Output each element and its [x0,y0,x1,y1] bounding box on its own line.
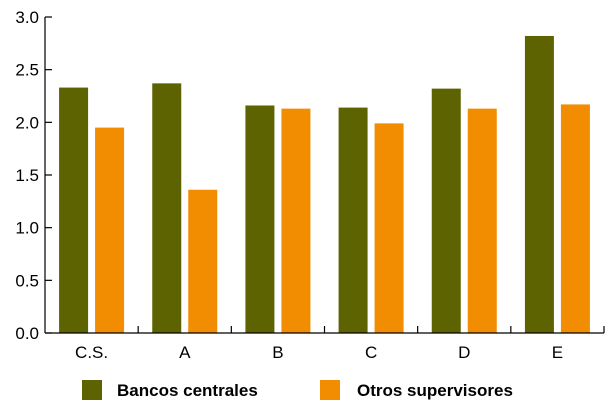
legend-swatch [82,380,102,400]
x-tick-label: C [365,343,377,362]
x-tick-label: E [552,343,563,362]
ticks: 0.0 0.5 1.0 1.5 2.0 2.5 3.0 C.S. A B C D E [15,8,605,362]
y-tick-label: 2.5 [15,61,39,80]
bar-bancos-centrales [524,35,554,334]
legend: Bancos centrales Otros supervisores [82,380,513,400]
bar-otros-supervisores [188,189,218,333]
bar-otros-supervisores [374,123,404,334]
legend-label: Otros supervisores [357,381,513,400]
y-tick-label: 3.0 [15,8,39,27]
bar-bancos-centrales [431,88,461,333]
bar-bancos-centrales [245,105,275,333]
y-tick-label: 0.0 [15,324,39,343]
bar-otros-supervisores [560,104,590,333]
bar-otros-supervisores [281,108,311,333]
x-tick-label: B [272,343,283,362]
y-tick-label: 0.5 [15,271,39,290]
x-tick-label: A [179,343,191,362]
y-tick-label: 1.5 [15,166,39,185]
bar-bancos-centrales [338,107,368,333]
legend-swatch [320,380,340,400]
axes [44,17,604,334]
x-tick-label: D [458,343,470,362]
legend-label: Bancos centrales [117,381,258,400]
bar-otros-supervisores [95,127,125,333]
bars [59,35,590,334]
bar-bancos-centrales [59,87,89,333]
bar-bancos-centrales [152,83,182,333]
y-tick-label: 2.0 [15,113,39,132]
x-tick-label: C.S. [75,343,108,362]
bar-otros-supervisores [467,108,497,333]
y-tick-label: 1.0 [15,219,39,238]
